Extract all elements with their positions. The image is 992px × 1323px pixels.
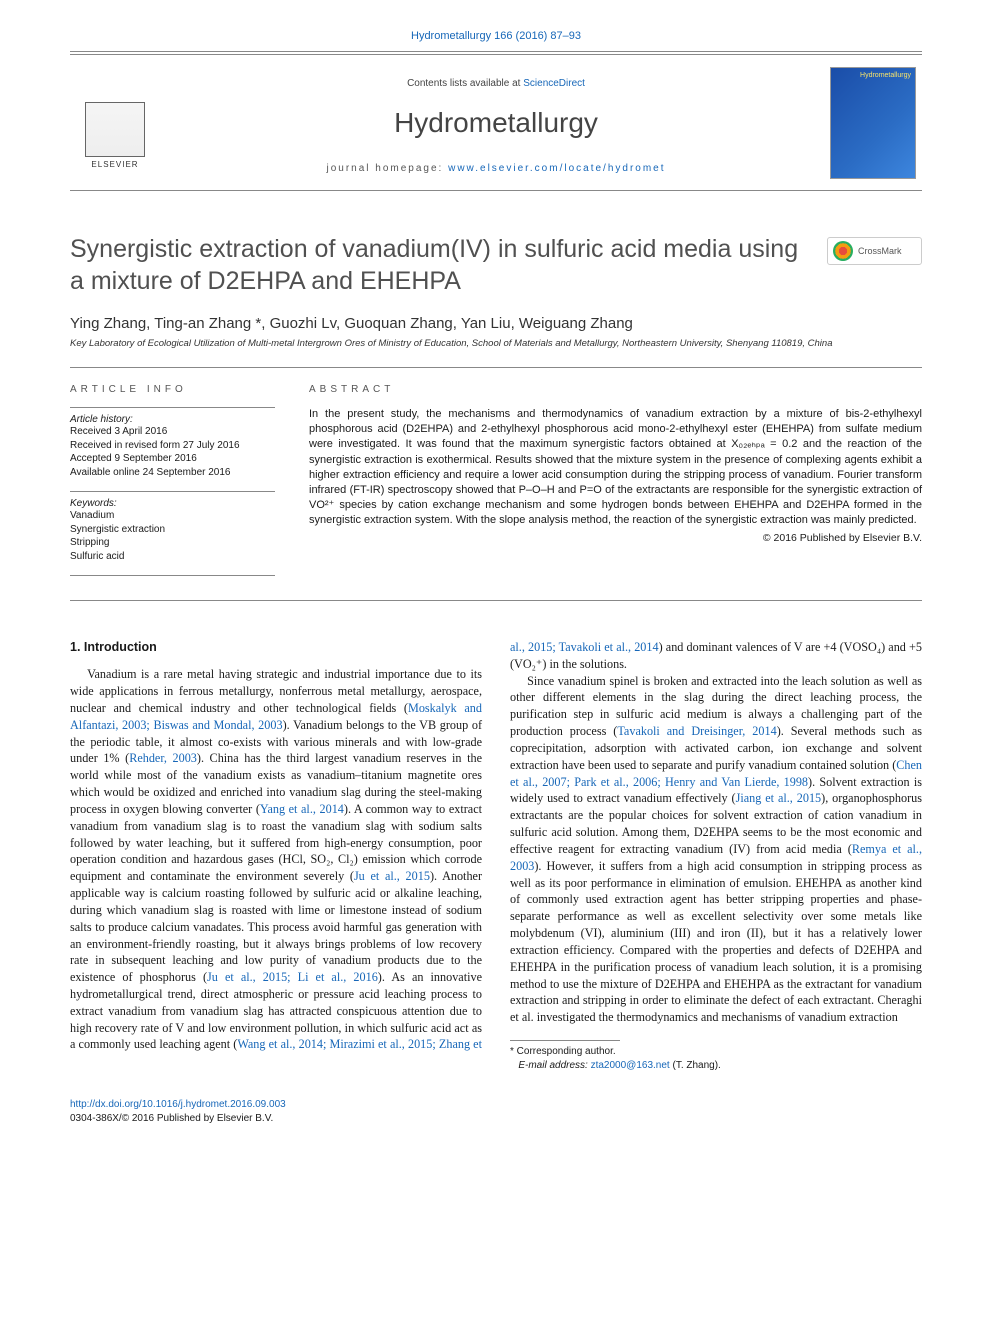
corresponding-author-footnote: * Corresponding author. — [510, 1045, 922, 1059]
email-footnote: E-mail address: zta2000@163.net (T. Zhan… — [510, 1059, 922, 1073]
article-info-sidebar: article info Article history: Received 3… — [70, 384, 275, 582]
contents-lists-line: Contents lists available at ScienceDirec… — [70, 78, 922, 89]
contents-prefix: Contents lists available at — [407, 78, 523, 89]
citation-link[interactable]: Ju et al., 2015; Li et al., 2016 — [207, 970, 378, 984]
article-title: Synergistic extraction of vanadium(IV) i… — [70, 233, 922, 297]
keyword: Stripping — [70, 536, 275, 550]
journal-homepage-link[interactable]: www.elsevier.com/locate/hydromet — [448, 163, 665, 174]
publisher-logo: ELSEVIER — [80, 102, 150, 182]
keyword: Sulfuric acid — [70, 550, 275, 564]
section-heading-introduction: 1. Introduction — [70, 639, 482, 656]
keyword: Synergistic extraction — [70, 523, 275, 537]
affiliation: Key Laboratory of Ecological Utilization… — [70, 338, 922, 349]
elsevier-tree-icon — [85, 102, 145, 157]
citation-link[interactable]: Yang et al., 2014 — [260, 802, 344, 816]
abstract-text: In the present study, the mechanisms and… — [309, 407, 922, 528]
article-body: 1. Introduction Vanadium is a rare metal… — [70, 639, 922, 1072]
history-received: Received 3 April 2016 — [70, 425, 275, 439]
homepage-prefix: journal homepage: — [326, 163, 448, 174]
journal-homepage-line: journal homepage: www.elsevier.com/locat… — [70, 163, 922, 174]
page-footer: http://dx.doi.org/10.1016/j.hydromet.201… — [70, 1098, 922, 1125]
crossmark-badge[interactable]: CrossMark — [827, 237, 922, 265]
footnote-separator — [510, 1040, 620, 1041]
crossmark-icon — [833, 241, 853, 261]
citation-link[interactable]: Tavakoli and Dreisinger, 2014 — [617, 724, 776, 738]
keyword: Vanadium — [70, 509, 275, 523]
issn-copyright: 0304-386X/© 2016 Published by Elsevier B… — [70, 1113, 273, 1124]
history-accepted: Accepted 9 September 2016 — [70, 452, 275, 466]
sciencedirect-link[interactable]: ScienceDirect — [523, 78, 585, 89]
citation-link[interactable]: Jiang et al., 2015 — [736, 791, 822, 805]
author-list: Ying Zhang, Ting-an Zhang *, Guozhi Lv, … — [70, 315, 922, 332]
journal-name: Hydrometallurgy — [70, 107, 922, 139]
intro-paragraph-2: Since vanadium spinel is broken and extr… — [510, 673, 922, 1026]
history-revised: Received in revised form 27 July 2016 — [70, 439, 275, 453]
abstract-heading: abstract — [309, 384, 922, 395]
citation-link[interactable]: Rehder, 2003 — [129, 751, 197, 765]
article-info-heading: article info — [70, 384, 275, 395]
journal-citation[interactable]: Hydrometallurgy 166 (2016) 87–93 — [0, 0, 992, 48]
journal-cover-label: Hydrometallurgy — [831, 68, 915, 79]
corresponding-email-link[interactable]: zta2000@163.net — [591, 1060, 670, 1071]
publisher-name: ELSEVIER — [80, 160, 150, 169]
abstract-block: abstract In the present study, the mecha… — [309, 384, 922, 582]
journal-cover-thumbnail: Hydrometallurgy — [830, 67, 916, 179]
abstract-copyright: © 2016 Published by Elsevier B.V. — [309, 532, 922, 544]
citation-link[interactable]: Ju et al., 2015 — [354, 869, 430, 883]
masthead: ELSEVIER Contents lists available at Sci… — [70, 51, 922, 191]
keywords-label: Keywords: — [70, 498, 275, 509]
history-online: Available online 24 September 2016 — [70, 466, 275, 480]
doi-link[interactable]: http://dx.doi.org/10.1016/j.hydromet.201… — [70, 1099, 286, 1110]
divider — [70, 600, 922, 601]
crossmark-label: CrossMark — [858, 246, 902, 256]
article-history-label: Article history: — [70, 414, 275, 425]
